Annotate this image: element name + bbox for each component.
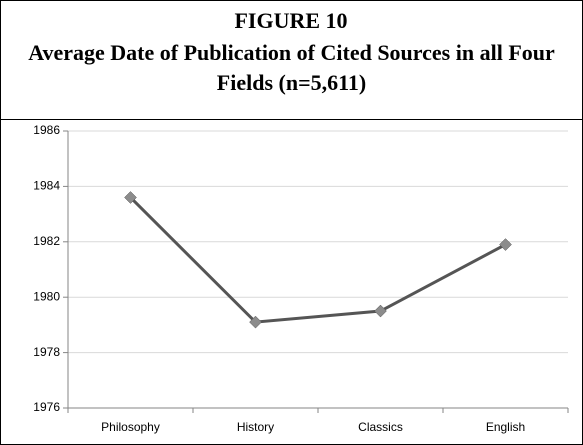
- x-tick-label: History: [237, 420, 274, 434]
- point-marker: [249, 315, 262, 329]
- point-marker: [374, 304, 387, 318]
- y-tick-label: 1976: [33, 400, 60, 414]
- x-tick-label: English: [486, 420, 525, 434]
- series-line: [129, 196, 507, 324]
- subtitle-box: Average Date of Publication of Cited Sou…: [28, 40, 555, 95]
- y-tick-label: 1980: [33, 289, 60, 303]
- x-tick-label: Philosophy: [101, 420, 160, 434]
- chart-subtitle: Average Date of Publication of Cited Sou…: [28, 40, 555, 95]
- y-tick-label: 1984: [33, 179, 60, 193]
- point-marker: [499, 238, 512, 251]
- y-tick-label: 1982: [33, 234, 60, 248]
- chart-title: FIGURE 10: [234, 8, 347, 33]
- y-tick-label: 1978: [33, 345, 60, 359]
- x-tick-label: Classics: [358, 420, 403, 434]
- point-marker: [124, 191, 137, 204]
- y-tick-label: 1986: [33, 123, 60, 137]
